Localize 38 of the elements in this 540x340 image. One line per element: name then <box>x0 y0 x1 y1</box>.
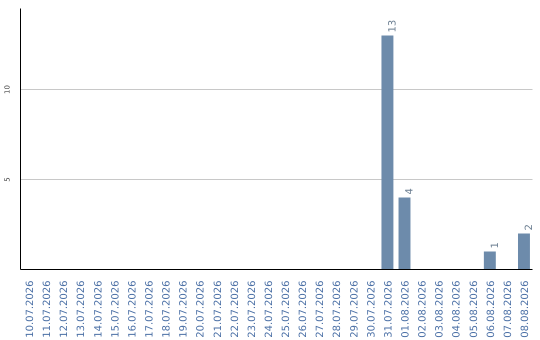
bar <box>398 198 410 270</box>
bar <box>518 234 530 270</box>
x-tick-label: 06.08.2026 <box>486 280 497 338</box>
x-tick-label: 01.08.2026 <box>400 280 412 338</box>
x-tick-label: 19.07.2026 <box>178 280 190 338</box>
x-tick-label: 15.07.2026 <box>110 280 122 338</box>
bar <box>484 252 496 270</box>
x-tick-label: 05.08.2026 <box>468 280 480 338</box>
data-label: 13 <box>387 20 398 32</box>
x-tick-label: 10.07.2026 <box>25 280 36 338</box>
x-tick-label: 13.07.2026 <box>76 280 88 338</box>
data-label: 1 <box>490 242 501 248</box>
x-tick-label: 22.07.2026 <box>230 280 241 338</box>
x-tick-label: 26.07.2026 <box>298 280 310 338</box>
x-tick-label: 02.08.2026 <box>418 280 429 338</box>
x-tick-label: 20.07.2026 <box>196 280 207 338</box>
x-tick-label: 30.07.2026 <box>366 280 378 338</box>
x-tick-label: 16.07.2026 <box>127 280 138 338</box>
x-tick-label: 31.07.2026 <box>383 280 394 338</box>
x-tick-label: 17.07.2026 <box>144 280 156 338</box>
x-tick-label: 03.08.2026 <box>434 280 446 338</box>
x-tick-label: 27.07.2026 <box>315 280 326 338</box>
bar <box>381 36 394 270</box>
x-tick-label: 08.08.2026 <box>520 280 531 338</box>
x-tick-label: 24.07.2026 <box>264 280 275 338</box>
x-tick-label: 21.07.2026 <box>212 280 224 338</box>
x-tick-label: 28.07.2026 <box>332 280 344 338</box>
x-tick-label: 23.07.2026 <box>246 280 258 338</box>
data-label: 2 <box>524 224 535 230</box>
x-tick-label: 14.07.2026 <box>93 280 104 338</box>
x-tick-label: 11.07.2026 <box>42 280 54 338</box>
data-label: 4 <box>404 188 416 194</box>
x-tick-label: 07.08.2026 <box>502 280 514 338</box>
x-tick-label: 29.07.2026 <box>349 280 360 338</box>
x-tick-label: 25.07.2026 <box>281 280 292 338</box>
x-tick-label: 12.07.2026 <box>59 280 70 338</box>
x-tick-label: 18.07.2026 <box>162 280 173 338</box>
x-tick-label: 04.08.2026 <box>452 280 463 338</box>
